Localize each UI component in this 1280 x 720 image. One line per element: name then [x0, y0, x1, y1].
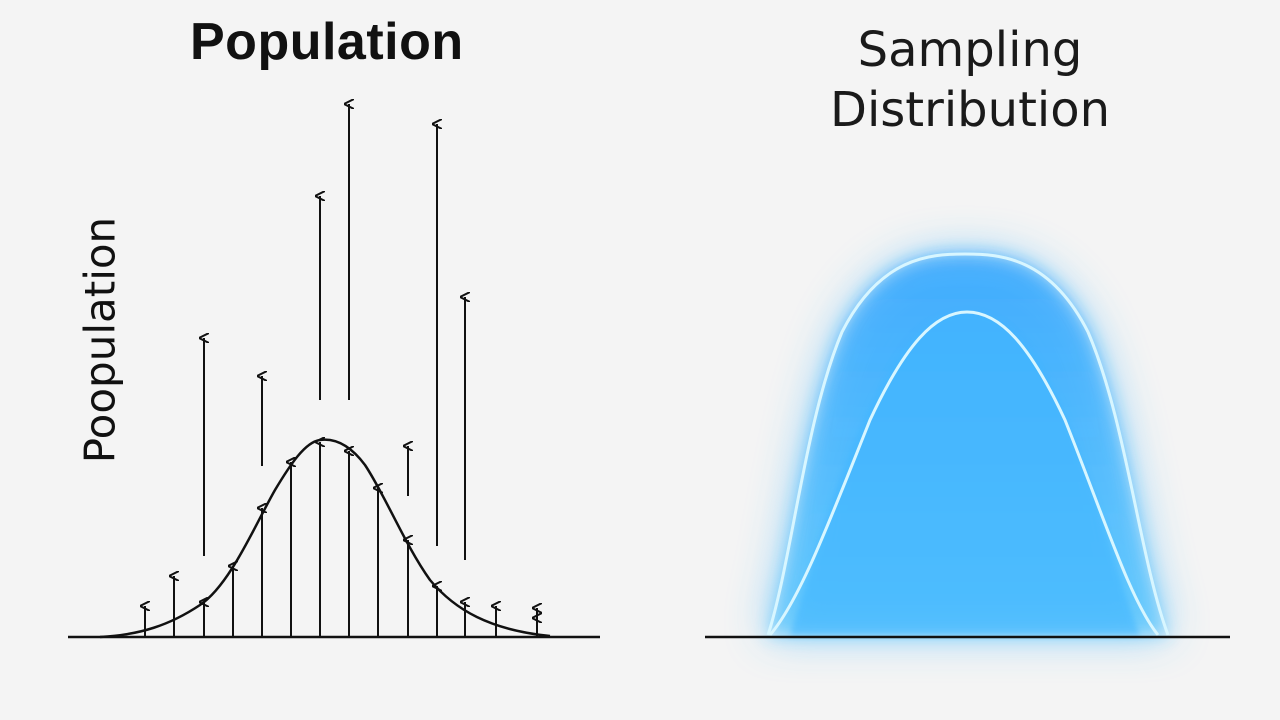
sampling-distribution-title: Sampling Distribution — [790, 20, 1150, 140]
population-title: Population — [190, 13, 464, 71]
inner-curve — [768, 310, 1160, 636]
population-plot — [68, 104, 600, 639]
outer-curve — [766, 252, 1170, 636]
population-arrows — [145, 104, 537, 637]
sampling-title-line1: Sampling — [857, 22, 1083, 78]
sampling-distribution-plot — [705, 252, 1230, 639]
population-normal-curve — [99, 438, 551, 639]
sampling-title-line2: Distribution — [829, 82, 1111, 138]
